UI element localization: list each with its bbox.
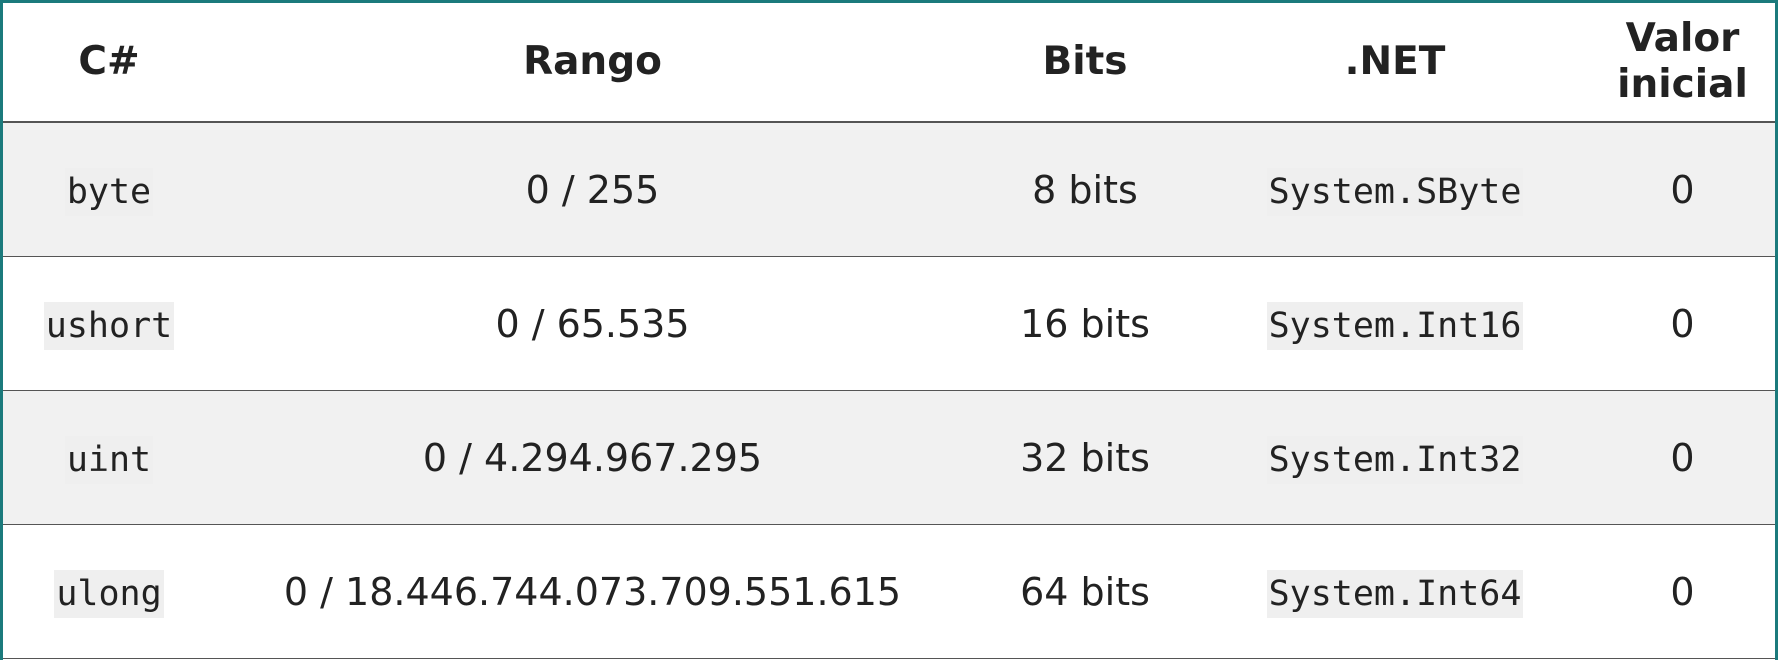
- data-table: C# Rango Bits .NET Valor inicial byte 0 / 255…: [3, 3, 1775, 659]
- table-row: byte 0 / 255 8 bits System.SByte 0: [3, 122, 1775, 257]
- header-cell: Bits: [970, 3, 1200, 123]
- code-text: System.Int64: [1266, 569, 1524, 618]
- table-cell: 16 bits: [970, 256, 1200, 391]
- table-cell: 0: [1590, 524, 1775, 659]
- table-cell: byte: [3, 122, 215, 257]
- code-text: byte: [64, 167, 154, 216]
- header-cell: Valor inicial: [1590, 3, 1775, 123]
- table-row: ushort 0 / 65.535 16 bits System.Int16 0: [3, 256, 1775, 391]
- header-row: C# Rango Bits .NET Valor inicial: [3, 3, 1775, 123]
- table-cell: System.Int16: [1200, 256, 1590, 391]
- table-cell: System.Int64: [1200, 524, 1590, 659]
- code-text: ulong: [54, 569, 164, 618]
- table-cell: 0: [1590, 122, 1775, 257]
- table-cell: 32 bits: [970, 390, 1200, 525]
- code-text: ushort: [43, 301, 175, 350]
- table-cell: System.Int32: [1200, 390, 1590, 525]
- table-cell: uint: [3, 390, 215, 525]
- table-cell: 8 bits: [970, 122, 1200, 257]
- table-cell: System.SByte: [1200, 122, 1590, 257]
- table-cell: 0 / 255: [215, 122, 970, 257]
- table-cell: 64 bits: [970, 524, 1200, 659]
- table-row: uint 0 / 4.294.967.295 32 bits System.Int32…: [3, 390, 1775, 525]
- table-cell: 0 / 18.446.744.073.709.551.615: [215, 524, 970, 659]
- table-cell: 0 / 65.535: [215, 256, 970, 391]
- table-row: ulong 0 / 18.446.744.073.709.551.615 64 bi…: [3, 524, 1775, 659]
- code-text: System.SByte: [1266, 167, 1524, 216]
- table-cell: 0: [1590, 256, 1775, 391]
- table-cell: ushort: [3, 256, 215, 391]
- table-body: byte 0 / 255 8 bits System.SByte 0 ushort 0 / …: [3, 122, 1775, 659]
- code-text: System.Int32: [1266, 435, 1524, 484]
- header-cell: C#: [3, 3, 215, 123]
- table-cell: 0 / 4.294.967.295: [215, 390, 970, 525]
- header-cell: Rango: [215, 3, 970, 123]
- table-cell: 0: [1590, 390, 1775, 525]
- code-text: System.Int16: [1266, 301, 1524, 350]
- code-text: uint: [64, 435, 154, 484]
- table-cell: ulong: [3, 524, 215, 659]
- header-cell: .NET: [1200, 3, 1590, 123]
